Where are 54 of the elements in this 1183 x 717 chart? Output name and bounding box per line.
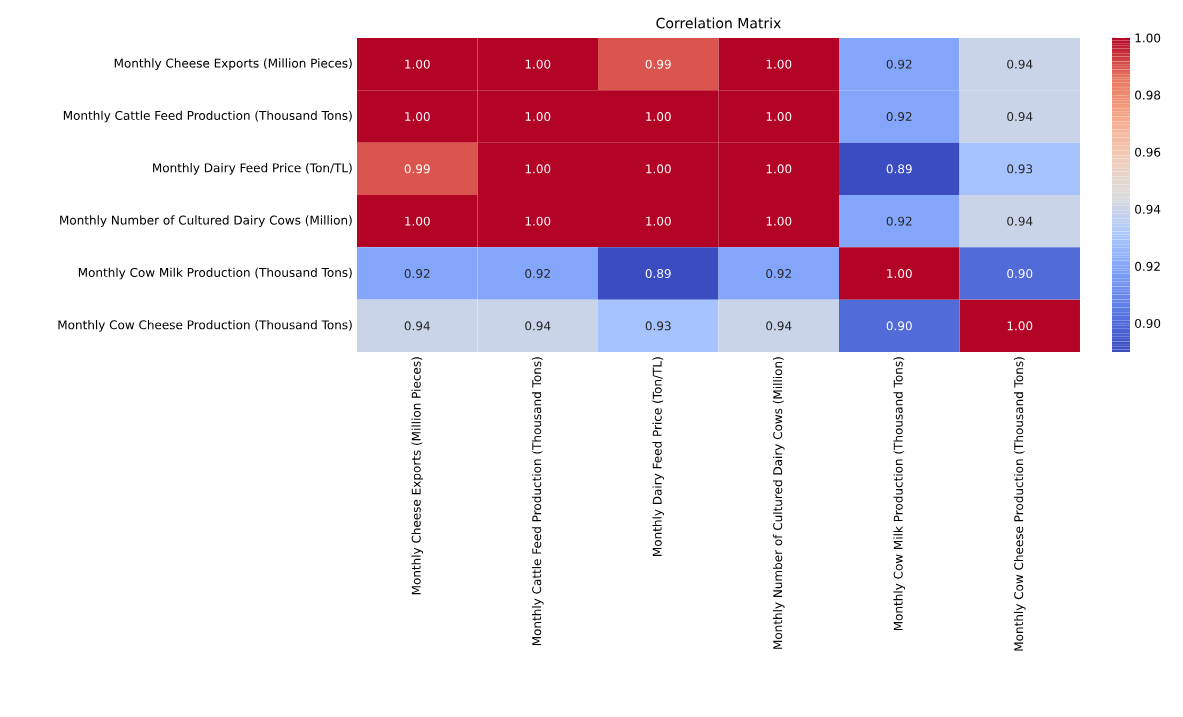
- x-tick-label: Monthly Cow Cheese Production (Thousand Tons): [1013, 357, 1026, 651]
- data-label: 0.94: [1007, 59, 1033, 69]
- data-label: 0.90: [886, 321, 912, 331]
- data-label: 0.92: [404, 268, 430, 279]
- data-label: 1.00: [646, 111, 671, 122]
- data-label: 1.00: [766, 111, 792, 122]
- y-tick-label: Monthly Cow Milk Production (Thousand Tons): [78, 267, 352, 280]
- data-label: 0.94: [404, 321, 430, 331]
- color-bar-label: 0.90: [1135, 318, 1161, 328]
- x-tick-label: Monthly Number of Cultured Dairy Cows (Million): [772, 357, 785, 649]
- x-tick-label: Monthly Cow Milk Production (Thousand Tons): [893, 357, 906, 631]
- y-tick-label: Monthly Dairy Feed Price (Ton/TL): [153, 163, 352, 175]
- data-label: 1.00: [766, 59, 792, 69]
- data-label: 0.92: [766, 268, 791, 279]
- color-bar-label: 0.92: [1135, 261, 1160, 271]
- data-label: 1.00: [405, 216, 430, 226]
- color-bar-label: 0.96: [1135, 147, 1161, 157]
- data-label: 1.00: [766, 216, 792, 226]
- data-label: 0.92: [886, 216, 912, 226]
- data-label: 1.00: [405, 59, 430, 69]
- data-label: 0.94: [1007, 111, 1033, 122]
- y-tick-label: Monthly Cheese Exports (Million Pieces): [114, 58, 352, 70]
- data-label: 0.92: [886, 59, 912, 69]
- data-label: 1.00: [525, 216, 551, 226]
- data-label: 0.94: [1007, 216, 1033, 226]
- color-bar-label: 0.98: [1135, 90, 1161, 100]
- data-label: 1.00: [525, 164, 551, 174]
- data-label: 1.00: [766, 164, 792, 174]
- data-label: 0.89: [886, 164, 912, 174]
- data-label: 0.94: [766, 321, 792, 331]
- data-label: 1.00: [525, 111, 551, 122]
- data-label: 0.93: [645, 321, 671, 331]
- data-label: 0.94: [525, 321, 551, 331]
- y-tick-label: Monthly Cow Cheese Production (Thousand Tons): [58, 320, 352, 332]
- color-bar-label: 0.94: [1135, 204, 1161, 214]
- x-tick-label: Monthly Cattle Feed Production (Thousand Tons): [531, 357, 544, 646]
- data-label: 0.99: [645, 59, 671, 69]
- chart-title: Correlation Matrix: [656, 17, 781, 29]
- data-label: 0.89: [645, 268, 671, 279]
- data-label: 0.93: [1007, 164, 1033, 174]
- data-label: 1.00: [405, 111, 430, 122]
- data-label: 1.00: [887, 268, 912, 279]
- data-label: 0.99: [404, 164, 430, 174]
- data-label: 1.00: [1007, 321, 1033, 331]
- data-label: 1.00: [646, 216, 671, 226]
- data-label: 1.00: [646, 164, 671, 174]
- data-label: 0.92: [525, 268, 550, 279]
- x-tick-label: Monthly Dairy Feed Price (Ton/TL): [652, 357, 665, 556]
- y-tick-label: Monthly Number of Cultured Dairy Cows (Million): [60, 215, 352, 227]
- data-label: 1.00: [525, 59, 551, 69]
- data-label: 0.92: [886, 111, 912, 122]
- color-bar-label: 1.00: [1135, 33, 1161, 43]
- data-label: 0.90: [1007, 268, 1033, 279]
- y-tick-label: Monthly Cattle Feed Production (Thousand Tons): [63, 110, 352, 123]
